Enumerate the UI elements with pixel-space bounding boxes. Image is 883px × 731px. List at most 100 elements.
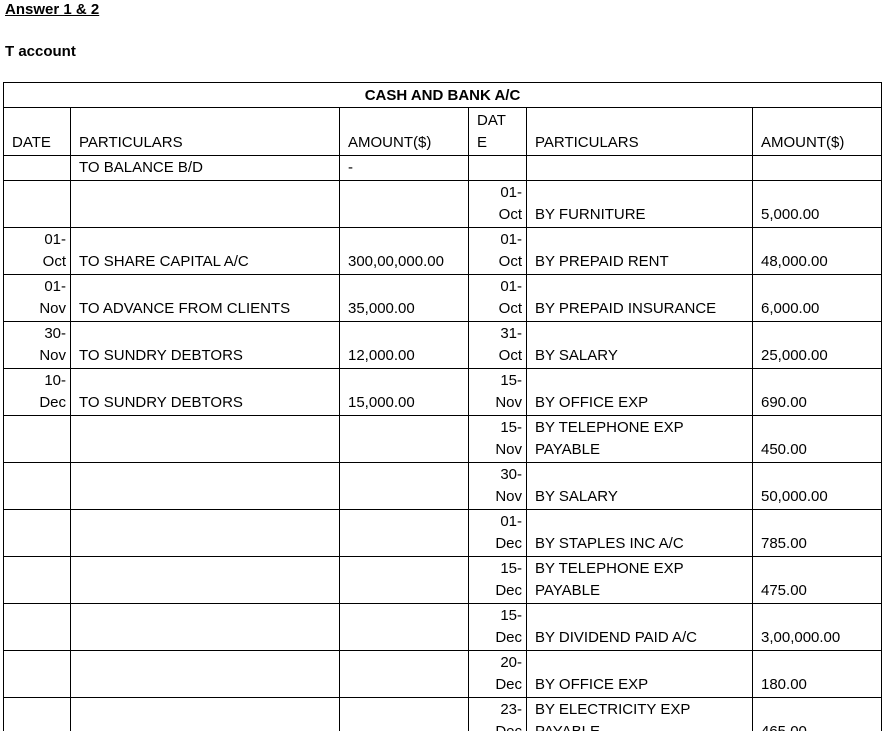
entry-row: 30-Nov BY SALARY 50,000.00: [3, 462, 882, 510]
date: 15-Dec: [495, 607, 523, 646]
date-cell: 30-Nov: [3, 321, 71, 369]
date-cell: 15-Nov: [468, 415, 527, 463]
amount-cell: [339, 509, 469, 557]
date-cell: 01-Oct: [3, 227, 71, 275]
particulars-cell: BY SALARY: [526, 462, 753, 510]
particulars: BY SALARY: [535, 488, 618, 505]
table-body: CASH AND BANK A/C DATE PARTICULARS AMOUNT(…: [3, 82, 882, 731]
date-cell: [3, 650, 71, 698]
date-cell: 15-Dec: [468, 556, 527, 604]
entry-row: 01-Nov TO ADVANCE FROM CLIENTS 35,000.00 01…: [3, 274, 882, 322]
amount: 3,00,000.00: [761, 629, 841, 646]
date-cell: 01-Oct: [468, 180, 527, 228]
amount-cell: 3,00,000.00: [752, 603, 882, 651]
date-cell: [3, 697, 71, 731]
entry-row: 30-Nov TO SUNDRY DEBTORS 12,000.00 31-Oct BY…: [3, 321, 882, 369]
column-header: PARTICULARS: [526, 107, 753, 156]
particulars-cell: [70, 650, 340, 698]
particulars-cell: TO ADVANCE FROM CLIENTS: [70, 274, 340, 322]
amount: 15,000.00: [348, 394, 415, 411]
particulars-cell: TO SUNDRY DEBTORS: [70, 321, 340, 369]
table-title: CASH AND BANK A/C: [3, 82, 882, 108]
entry-row: 01-Dec BY STAPLES INC A/C 785.00: [3, 509, 882, 557]
amount: 6,000.00: [761, 300, 820, 317]
particulars-cell: TO BALANCE B/D: [70, 155, 340, 181]
date-cell: [3, 462, 71, 510]
particulars: BY OFFICE EXP: [535, 394, 649, 411]
amount-cell: [339, 697, 469, 731]
entry-row: 15-Dec BY DIVIDEND PAID A/C 3,00,000.00: [3, 603, 882, 651]
amount: 465.00: [761, 723, 807, 731]
entry-row: 20-Dec BY OFFICE EXP 180.00: [3, 650, 882, 698]
date: 01-Oct: [498, 231, 523, 270]
amount-cell: 35,000.00: [339, 274, 469, 322]
particulars: TO BALANCE B/D: [79, 159, 203, 176]
title-row: CASH AND BANK A/C: [3, 82, 882, 108]
particulars: TO SUNDRY DEBTORS: [79, 394, 243, 411]
particulars: BY STAPLES INC A/C: [535, 535, 684, 552]
particulars: TO ADVANCE FROM CLIENTS: [79, 300, 291, 317]
entry-row: 01-Oct BY FURNITURE 5,000.00: [3, 180, 882, 228]
date-cell: 01-Dec: [468, 509, 527, 557]
amount-cell: 48,000.00: [752, 227, 882, 275]
amount-cell: [339, 180, 469, 228]
amount-cell: 180.00: [752, 650, 882, 698]
date-cell: [468, 155, 527, 181]
particulars-cell: BY OFFICE EXP: [526, 650, 753, 698]
header-row: DATE PARTICULARS AMOUNT($) DATE PARTICULARS A…: [3, 107, 882, 156]
particulars: TO SHARE CAPITAL A/C: [79, 253, 249, 270]
column-header: DATE: [468, 107, 527, 156]
amount: 5,000.00: [761, 206, 820, 223]
amount-cell: [752, 155, 882, 181]
entry-row: 15-Dec BY TELEPHONE EXP PAYABLE 475.00: [3, 556, 882, 604]
date: 31-Oct: [498, 325, 523, 364]
particulars: BY DIVIDEND PAID A/C: [535, 629, 697, 646]
amount: 50,000.00: [761, 488, 828, 505]
date-cell: [3, 556, 71, 604]
date: 01-Nov: [39, 278, 67, 317]
date-cell: 15-Dec: [468, 603, 527, 651]
particulars-cell: [70, 603, 340, 651]
date: 20-Dec: [495, 654, 523, 693]
particulars-cell: BY TELEPHONE EXP PAYABLE: [526, 415, 753, 463]
date-cell: [3, 603, 71, 651]
date-cell: 10-Dec: [3, 368, 71, 416]
amount-cell: 50,000.00: [752, 462, 882, 510]
particulars-cell: [526, 155, 753, 181]
entry-row: 15-Nov BY TELEPHONE EXP PAYABLE 450.00: [3, 415, 882, 463]
date-cell: [3, 155, 71, 181]
amount: 785.00: [761, 535, 807, 552]
amount-cell: -: [339, 155, 469, 181]
particulars: BY PREPAID RENT: [535, 253, 669, 270]
amount-cell: 15,000.00: [339, 368, 469, 416]
particulars-cell: [70, 509, 340, 557]
particulars: BY FURNITURE: [535, 206, 646, 223]
particulars-cell: BY DIVIDEND PAID A/C: [526, 603, 753, 651]
particulars-cell: [70, 556, 340, 604]
heading: Answer 1 & 2: [5, 1, 100, 18]
amount: 690.00: [761, 394, 807, 411]
particulars-cell: [70, 697, 340, 731]
amount: -: [348, 159, 353, 176]
date-cell: [3, 415, 71, 463]
date-cell: 01-Oct: [468, 274, 527, 322]
column-header: DATE: [3, 107, 71, 156]
date: 01-Oct: [42, 231, 67, 270]
particulars-cell: BY SALARY: [526, 321, 753, 369]
amount-cell: [339, 415, 469, 463]
amount-cell: 12,000.00: [339, 321, 469, 369]
date: 01-Dec: [495, 513, 523, 552]
date-cell: [3, 180, 71, 228]
amount: 12,000.00: [348, 347, 415, 364]
t-account-table: CASH AND BANK A/C DATE PARTICULARS AMOUNT(…: [3, 82, 882, 731]
column-header: AMOUNT($): [752, 107, 882, 156]
date-cell: 31-Oct: [468, 321, 527, 369]
date-cell: 15-Nov: [468, 368, 527, 416]
date: 15-Dec: [495, 560, 523, 599]
column-header: AMOUNT($): [339, 107, 469, 156]
date-cell: 23-Dec: [468, 697, 527, 731]
date-cell: 01-Nov: [3, 274, 71, 322]
amount-cell: [339, 603, 469, 651]
particulars: BY ELECTRICITY EXP PAYABLE: [535, 701, 691, 731]
date: 30-Nov: [39, 325, 67, 364]
